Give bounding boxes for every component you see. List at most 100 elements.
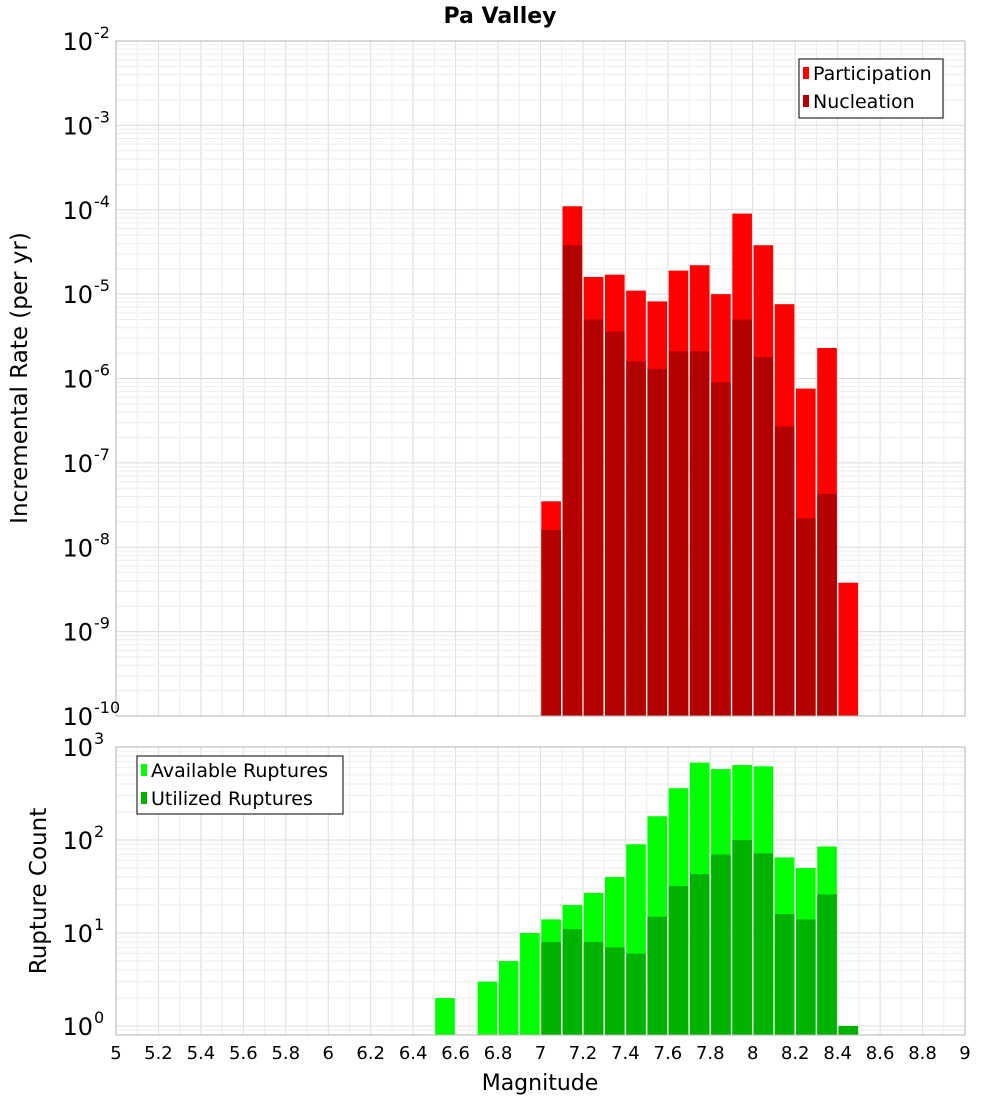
count-y-tick-exponent: 3: [94, 729, 104, 748]
rate-bar-inner: [817, 493, 837, 716]
count-y-tick-exponent: 0: [94, 1008, 104, 1027]
count-legend-label: Available Ruptures: [151, 760, 328, 782]
x-tick-label: 5.4: [187, 1043, 216, 1064]
x-tick-label: 5.2: [144, 1043, 173, 1064]
rate-y-axis-label: Incremental Rate (per yr): [7, 232, 33, 524]
count-bars: [435, 762, 859, 1035]
count-bar-outer: [435, 997, 455, 1035]
rate-bar-inner: [583, 319, 604, 716]
rate-bar-inner: [668, 351, 689, 716]
rate-bar-inner: [796, 518, 816, 716]
x-tick-label: 7.6: [654, 1043, 683, 1064]
count-bar-inner: [647, 916, 668, 1035]
x-tick-label: 7.8: [696, 1043, 725, 1064]
count-bar-outer: [477, 981, 498, 1035]
rate-y-tick-exponent: -2: [94, 23, 110, 42]
rate-legend-label: Participation: [813, 63, 932, 85]
rate-y-tick-exponent: -6: [94, 361, 110, 380]
count-bar-outer: [520, 932, 540, 1035]
x-tick-label: 8.8: [908, 1043, 937, 1064]
count-y-tick-exponent: 2: [94, 822, 104, 841]
count-bar-inner: [711, 854, 731, 1035]
count-y-axis-label: Rupture Count: [26, 808, 52, 974]
rate-legend-swatch: [803, 67, 809, 79]
rate-y-tick-base: 10: [62, 366, 93, 394]
count-y-tick-base: 10: [62, 827, 93, 855]
rate-legend-box: [798, 58, 944, 119]
count-bar-inner: [753, 853, 774, 1035]
rate-plot-border: [115, 40, 966, 717]
x-tick-label: 7.2: [569, 1043, 598, 1064]
count-bar-inner: [626, 953, 646, 1035]
rate-y-tick-base: 10: [62, 112, 93, 140]
count-bar-inner: [796, 919, 816, 1035]
count-y-tick-base: 10: [62, 920, 93, 948]
rate-bar-inner: [753, 356, 774, 716]
rate-y-tick-base: 10: [62, 28, 93, 56]
rate-y-tick-base: 10: [62, 281, 93, 309]
count-bar-inner: [774, 914, 795, 1035]
rate-y-tick-exponent: -4: [94, 192, 110, 211]
x-tick-label: 6: [323, 1043, 334, 1064]
rate-y-tick-exponent: -5: [94, 276, 110, 295]
rate-bar-inner: [647, 368, 668, 716]
rate-y-tick-base: 10: [62, 619, 93, 647]
x-tick-label: 8.4: [823, 1043, 852, 1064]
count-bar-inner: [838, 1025, 859, 1035]
count-bar-inner: [817, 894, 837, 1035]
rate-y-tick-base: 10: [62, 703, 93, 731]
x-tick-labels: 5 5.2 5.4 5.6 5.8 6 6.2 6.4 6.6 6.8 7 7.2 7.4 7.6 7.8 8…: [110, 1043, 970, 1064]
chart-title: Pa Valley: [443, 4, 556, 29]
x-tick-label: 6.6: [441, 1043, 470, 1064]
rate-y-tick-base: 10: [62, 534, 93, 562]
count-bar-inner: [668, 886, 689, 1035]
x-tick-label: 7.4: [611, 1043, 640, 1064]
x-tick-label: 9: [959, 1043, 970, 1064]
x-tick-label: 6.4: [399, 1043, 428, 1064]
count-bar-inner: [583, 942, 604, 1035]
count-bar-inner: [562, 929, 583, 1035]
x-tick-label: 6.2: [356, 1043, 385, 1064]
rate-gridlines: [115, 41, 966, 717]
rate-y-tick-exponent: -8: [94, 529, 110, 548]
count-legend-label: Utilized Ruptures: [151, 788, 313, 810]
rate-bar-inner: [711, 382, 731, 716]
x-tick-label: 6.8: [484, 1043, 513, 1064]
rate-y-tick-base: 10: [62, 450, 93, 478]
count-legend-swatch: [141, 792, 147, 804]
x-tick-label: 8.2: [781, 1043, 810, 1064]
rate-legend-label: Nucleation: [813, 91, 915, 113]
count-legend-box: [136, 755, 344, 815]
rate-panel: 10-210-310-410-510-610-710-810-910-10 In…: [7, 23, 966, 731]
rate-bar-inner: [626, 361, 646, 716]
rate-y-tick-exponent: -7: [94, 445, 110, 464]
x-tick-label: 8.6: [866, 1043, 895, 1064]
count-legend-swatch: [141, 764, 147, 776]
rate-bar-inner: [774, 426, 795, 716]
count-legend: Available Ruptures Utilized Ruptures: [136, 755, 344, 815]
rate-bar-inner: [732, 319, 752, 716]
count-bar-inner: [541, 942, 561, 1035]
rate-bar-inner: [541, 530, 561, 716]
count-y-tick-base: 10: [62, 1013, 93, 1041]
rate-y-tick-exponent: -3: [94, 107, 110, 126]
rate-y-tick-base: 10: [62, 197, 93, 225]
rate-y-tick-labels: 10-210-310-410-510-610-710-810-910-10: [62, 23, 120, 731]
count-bar-inner: [732, 839, 752, 1035]
rate-y-tick-exponent: -9: [94, 614, 110, 633]
rate-bar-inner: [689, 351, 710, 716]
count-bar-outer: [498, 960, 519, 1035]
count-y-tick-base: 10: [62, 734, 93, 762]
rate-y-tick-exponent: -10: [94, 698, 120, 717]
rate-bars: [541, 206, 859, 717]
rate-bar-inner: [562, 245, 583, 717]
x-tick-label: 5.8: [271, 1043, 300, 1064]
count-bar-inner: [689, 874, 710, 1035]
x-axis-label: Magnitude: [482, 1071, 599, 1096]
count-plot-border: [115, 746, 966, 1036]
rate-legend: Participation Nucleation: [798, 58, 944, 119]
x-tick-label: 8: [747, 1043, 758, 1064]
